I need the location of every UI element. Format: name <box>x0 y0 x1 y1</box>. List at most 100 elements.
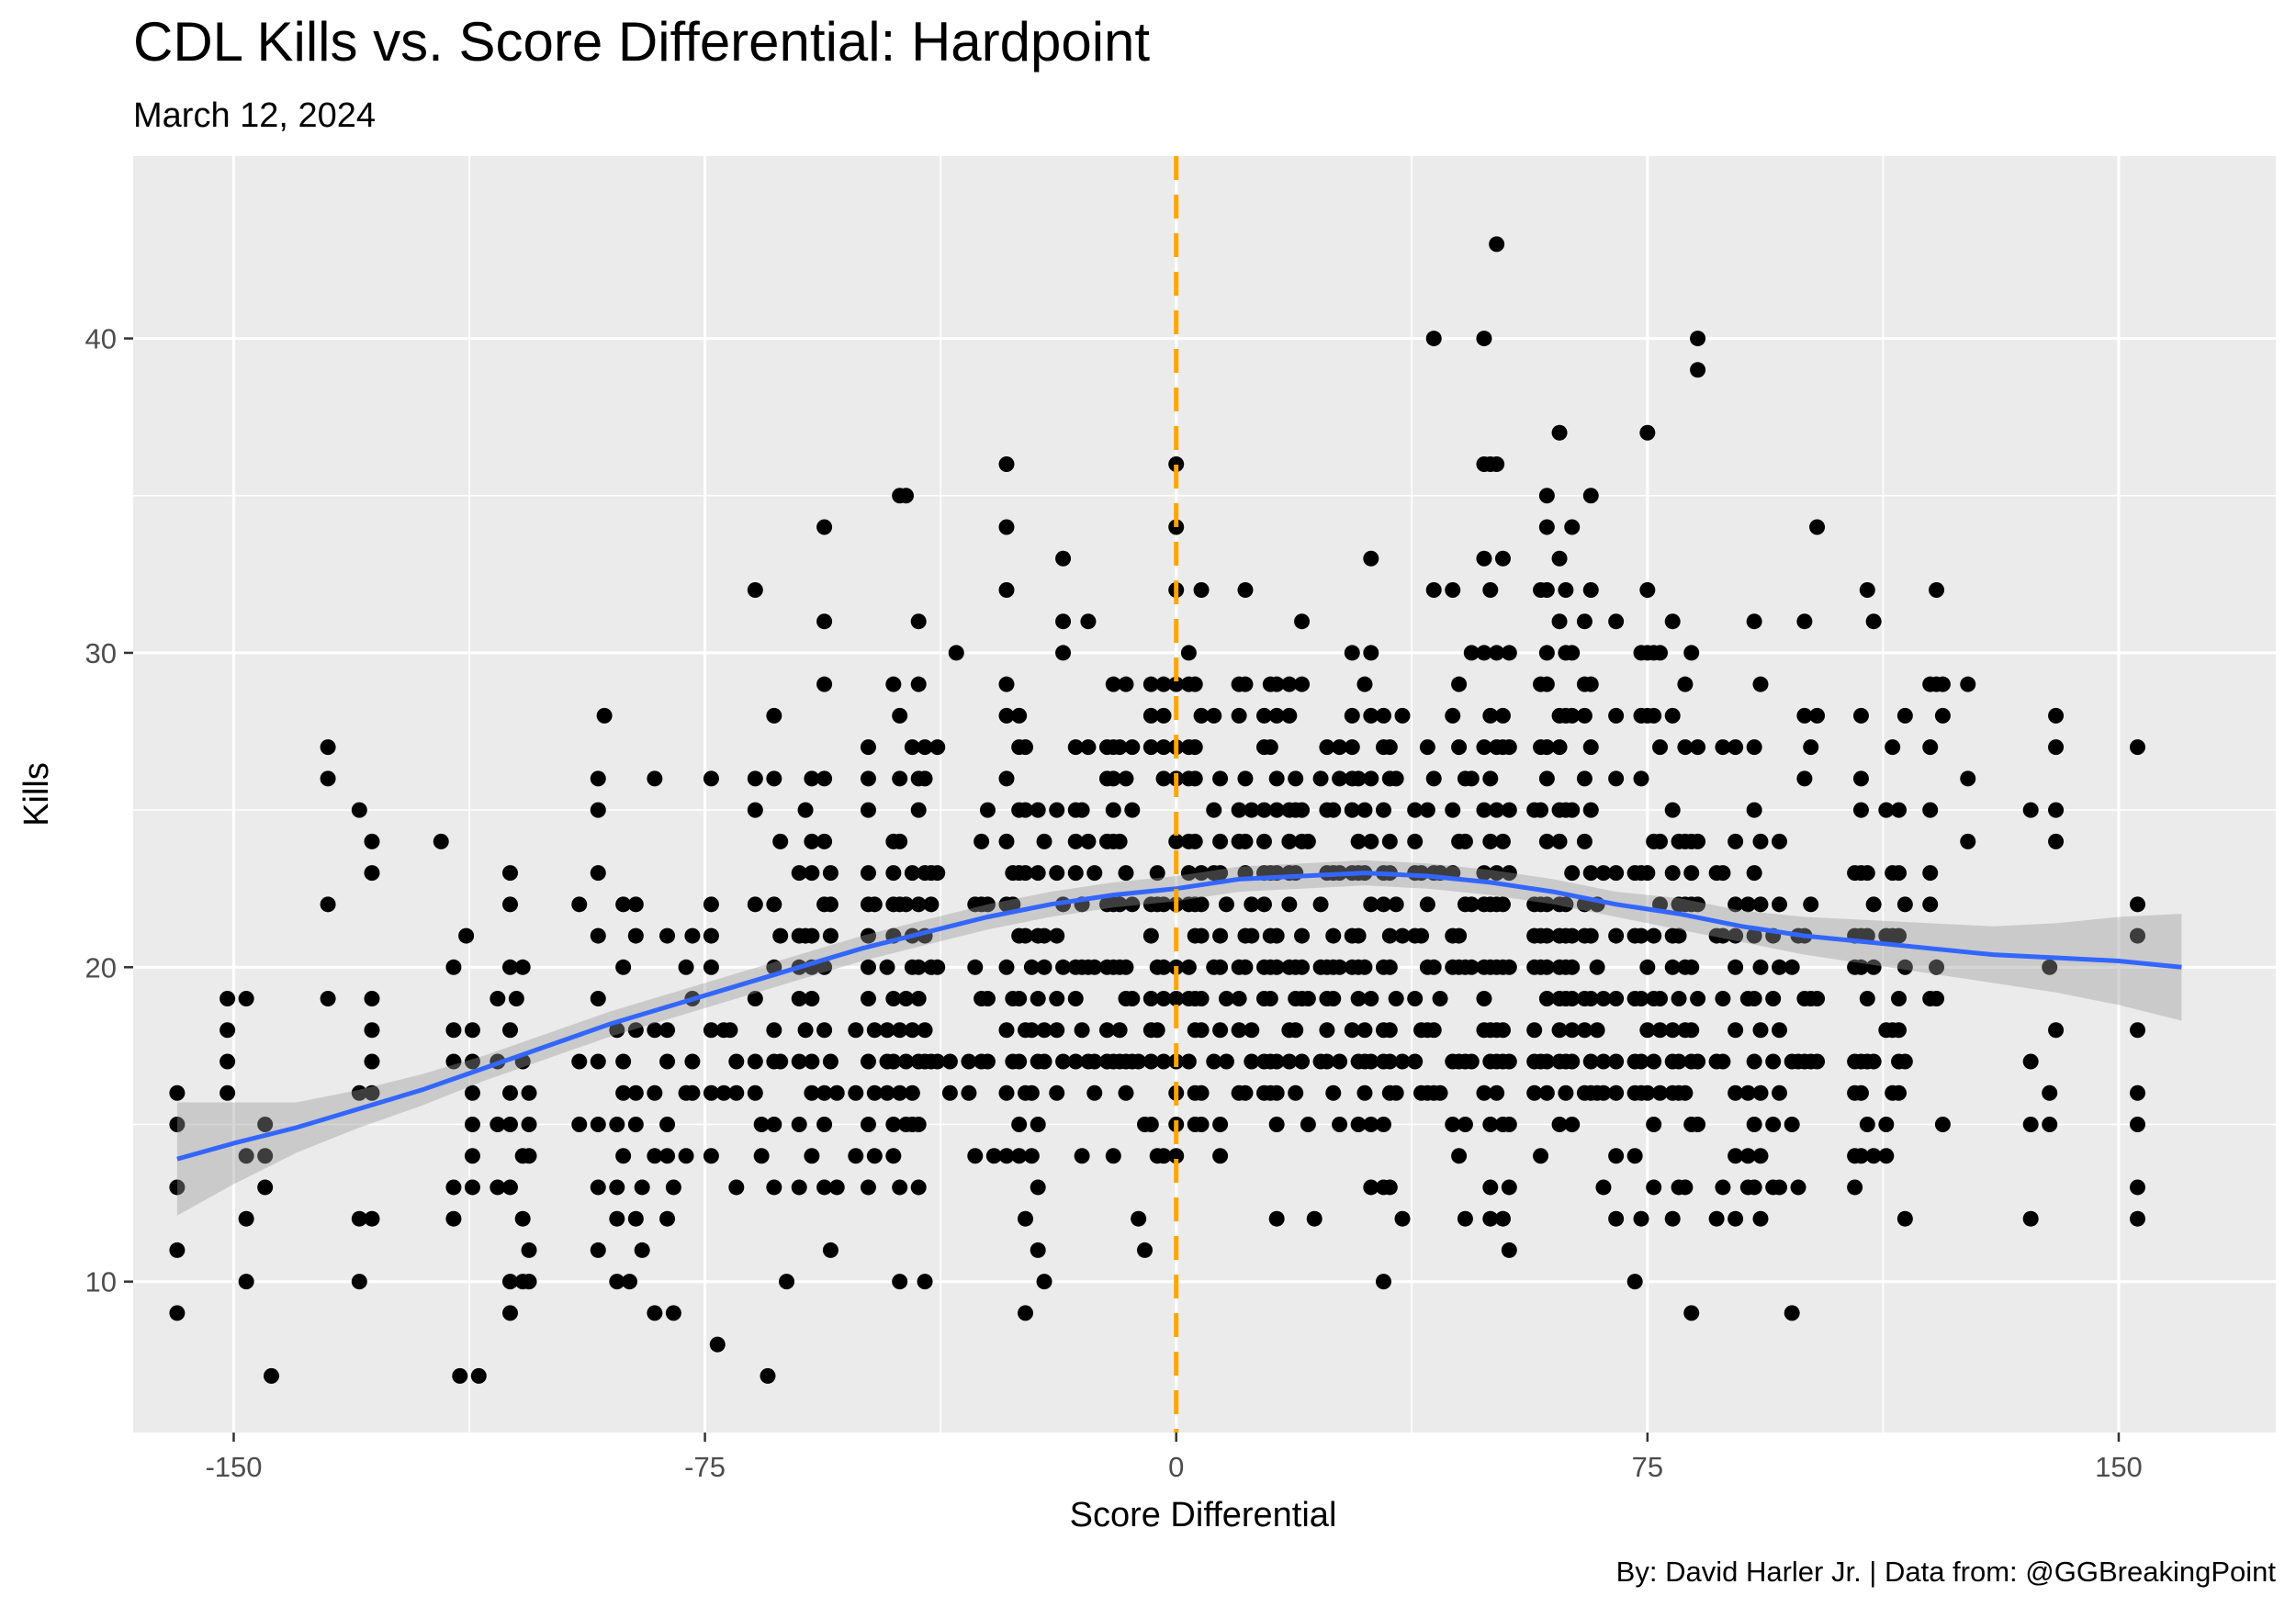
data-point <box>998 770 1015 787</box>
data-point <box>1482 1116 1499 1132</box>
data-point <box>1922 739 1939 756</box>
data-point <box>929 739 946 756</box>
data-point <box>1803 739 1819 756</box>
data-point <box>1300 833 1316 849</box>
data-point <box>1501 865 1517 882</box>
data-point <box>1030 1179 1046 1196</box>
data-point <box>1018 739 1034 756</box>
data-point <box>1652 1022 1669 1039</box>
data-point <box>998 581 1015 598</box>
data-point <box>1533 1148 1549 1164</box>
data-point <box>1419 896 1435 913</box>
data-point <box>1896 896 1913 913</box>
data-point <box>1639 581 1656 598</box>
data-point <box>1067 991 1084 1007</box>
data-point <box>219 1053 236 1070</box>
data-point <box>816 1179 833 1196</box>
data-point <box>1608 770 1625 787</box>
data-point <box>1457 1116 1473 1132</box>
data-point <box>1852 802 1869 818</box>
data-point <box>1350 1116 1367 1132</box>
data-point <box>1131 1053 1147 1070</box>
x-tick-label: -75 <box>684 1451 726 1483</box>
data-point <box>1784 959 1800 975</box>
data-point <box>1865 613 1882 630</box>
data-point <box>1891 1022 1908 1039</box>
data-point <box>1018 1210 1034 1227</box>
data-point <box>804 770 820 787</box>
data-point <box>760 1367 776 1384</box>
data-point <box>647 1305 663 1321</box>
data-point <box>1746 802 1762 818</box>
data-point <box>1501 739 1517 756</box>
data-point <box>1218 991 1234 1007</box>
data-point <box>1476 865 1492 882</box>
data-point <box>816 676 833 692</box>
data-point <box>1852 1148 1869 1164</box>
data-point <box>967 959 984 975</box>
data-point <box>464 1179 480 1196</box>
data-point <box>1494 707 1511 724</box>
data-point <box>1715 1179 1731 1196</box>
data-point <box>1187 833 1203 849</box>
data-point <box>1664 802 1681 818</box>
data-point <box>1086 959 1103 975</box>
data-point <box>1482 770 1499 787</box>
data-point <box>1538 739 1555 756</box>
data-point <box>1859 581 1875 598</box>
data-point <box>1137 1242 1154 1258</box>
data-point <box>1463 1053 1480 1070</box>
data-point <box>1142 676 1159 692</box>
data-point <box>1231 1022 1247 1039</box>
data-point <box>910 896 927 913</box>
data-point <box>678 959 694 975</box>
data-point <box>1646 927 1662 944</box>
data-point <box>772 833 789 849</box>
data-point <box>1288 1022 1304 1039</box>
data-point <box>665 1179 681 1196</box>
data-point <box>1388 991 1404 1007</box>
data-point <box>1375 1116 1391 1132</box>
data-point <box>791 1179 807 1196</box>
data-point <box>2048 707 2065 724</box>
data-point <box>1180 865 1197 882</box>
data-point <box>1476 739 1492 756</box>
data-point <box>985 1148 1002 1164</box>
data-point <box>1865 959 1882 975</box>
data-point <box>659 1053 676 1070</box>
data-point <box>1494 550 1511 567</box>
data-point <box>1149 1022 1165 1039</box>
data-point <box>898 488 915 504</box>
data-point <box>998 676 1015 692</box>
data-point <box>1476 991 1492 1007</box>
data-point <box>571 1116 588 1132</box>
data-point <box>1551 550 1568 567</box>
data-point <box>923 896 940 913</box>
data-point <box>590 865 606 882</box>
data-point <box>1268 1116 1285 1132</box>
data-point <box>722 1022 738 1039</box>
data-point <box>1715 991 1731 1007</box>
data-point <box>1244 802 1260 818</box>
data-point <box>1564 959 1581 975</box>
data-point <box>904 1084 920 1101</box>
data-point <box>1746 1116 1762 1132</box>
data-point <box>1746 1053 1762 1070</box>
data-point <box>1118 676 1134 692</box>
data-point <box>1381 927 1398 944</box>
data-point <box>1482 833 1499 849</box>
data-point <box>766 770 782 787</box>
data-point <box>1922 896 1939 913</box>
data-point <box>766 707 782 724</box>
data-point <box>1595 1084 1612 1101</box>
data-point <box>1049 991 1065 1007</box>
data-point <box>1036 1022 1052 1039</box>
data-point <box>1231 802 1247 818</box>
data-point <box>1268 802 1285 818</box>
data-point <box>1683 865 1700 882</box>
data-point <box>1728 927 1744 944</box>
data-point <box>860 739 876 756</box>
data-point <box>860 927 876 944</box>
data-point <box>917 1274 933 1290</box>
data-point <box>1746 865 1762 882</box>
